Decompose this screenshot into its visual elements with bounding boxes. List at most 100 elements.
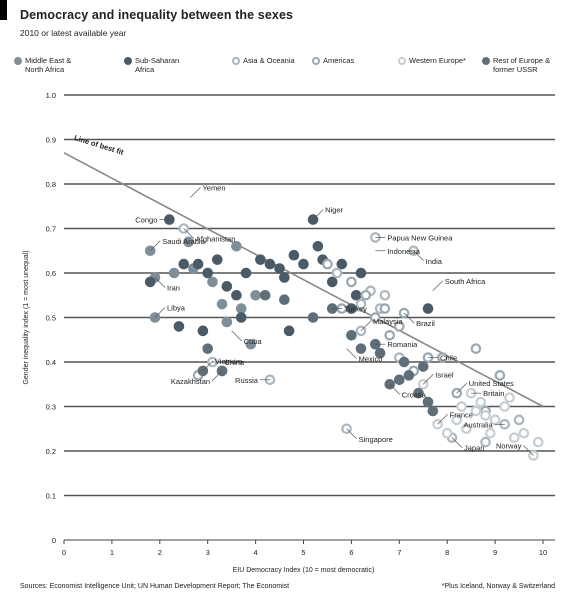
data-point — [307, 312, 319, 323]
data-point — [379, 289, 391, 301]
point-label: Kazakhstan — [171, 377, 210, 386]
data-point — [355, 343, 367, 354]
data-point — [250, 289, 261, 301]
leader-line — [211, 370, 223, 382]
point-label: Brazil — [416, 319, 435, 328]
point-label: Cuba — [244, 337, 263, 346]
data-point — [422, 303, 434, 314]
trend-line-label: Line of best fit — [73, 133, 125, 157]
legend-label: Rest of Europe & former USSR — [493, 56, 551, 74]
data-point — [283, 325, 295, 337]
x-tick-label: 0 — [62, 548, 66, 557]
legend-item: Middle East & North Africa — [14, 56, 87, 74]
point-label: Singapore — [359, 435, 393, 444]
point-label: Mexico — [359, 355, 383, 364]
x-axis-label: EIU Democracy Index (10 = most democrati… — [233, 567, 375, 574]
data-point — [231, 241, 242, 252]
data-point — [480, 410, 491, 421]
data-point — [336, 258, 348, 270]
y-tick-label: 0.4 — [46, 358, 56, 367]
data-point — [379, 303, 391, 314]
point-label: Chile — [440, 354, 457, 363]
leader-line — [423, 374, 434, 385]
y-tick-label: 0.1 — [46, 492, 56, 501]
data-point — [322, 258, 333, 270]
point-label: United States — [469, 379, 514, 388]
data-point — [346, 276, 357, 288]
leader-line — [451, 437, 463, 448]
point-label: India — [426, 257, 443, 266]
legend-label: Asia & Oceania — [243, 56, 295, 65]
leader-line — [183, 228, 194, 239]
data-point — [360, 289, 372, 301]
point-label: France — [450, 410, 473, 419]
y-tick-label: 0.6 — [46, 269, 56, 278]
leader-line — [413, 250, 424, 261]
data-point — [441, 427, 453, 439]
data-point — [494, 370, 506, 381]
data-point — [532, 436, 544, 448]
legend-item: Western Europe* — [398, 56, 471, 65]
data-point — [370, 312, 381, 323]
data-point — [346, 303, 357, 314]
leader-line — [149, 240, 161, 251]
data-point — [240, 267, 252, 279]
x-tick-label: 1 — [110, 548, 114, 557]
point-label: Croatia — [402, 390, 427, 399]
leader-line — [346, 348, 357, 359]
legend-marker — [124, 57, 132, 65]
y-tick-label: 0.7 — [46, 225, 56, 234]
data-point — [279, 272, 290, 283]
point-label: Australia — [463, 420, 493, 429]
data-point — [346, 329, 357, 341]
legend-item: Rest of Europe & former USSR — [482, 56, 555, 74]
data-point — [499, 401, 510, 412]
point-label: Malaysia — [373, 317, 403, 326]
legend-marker — [312, 57, 320, 65]
y-tick-label: 0.9 — [46, 136, 56, 145]
data-point — [403, 370, 415, 381]
data-point — [235, 312, 247, 323]
y-tick-label: 1.0 — [46, 91, 56, 100]
point-label: Afghanistan — [196, 235, 236, 244]
data-point — [173, 321, 185, 332]
data-point — [202, 343, 213, 354]
leader-line — [432, 280, 444, 292]
leader-line — [231, 330, 242, 342]
y-tick-label: 0.8 — [46, 180, 56, 189]
leader-line — [437, 414, 448, 425]
data-point — [461, 423, 472, 435]
legend: Middle East & North Africa Sub-Saharan A… — [14, 56, 570, 86]
x-tick-label: 4 — [254, 548, 258, 557]
legend-marker — [232, 57, 240, 65]
leader-line — [456, 382, 468, 394]
data-point — [235, 303, 247, 314]
x-tick-label: 5 — [301, 548, 305, 557]
data-point — [513, 414, 525, 426]
data-point — [508, 432, 520, 443]
data-point — [485, 427, 496, 439]
data-point — [422, 396, 434, 408]
x-tick-label: 7 — [397, 548, 401, 557]
data-point — [326, 276, 338, 288]
leader-line — [312, 209, 324, 220]
point-label: Congo — [135, 216, 157, 225]
data-point — [298, 258, 309, 270]
y-tick-label: 0 — [52, 536, 56, 545]
legend-marker — [482, 57, 490, 65]
point-label: Britain — [483, 389, 504, 398]
legend-label: Middle East & North Africa — [25, 56, 72, 74]
data-point — [312, 241, 324, 252]
data-point — [480, 436, 491, 448]
point-label: Niger — [325, 206, 343, 215]
data-point — [231, 289, 242, 301]
legend-label: Western Europe* — [409, 56, 466, 65]
data-point — [202, 267, 213, 279]
data-point — [245, 338, 257, 350]
point-label: Japan — [464, 444, 484, 453]
y-tick-label: 0.2 — [46, 447, 56, 456]
x-tick-label: 6 — [349, 548, 353, 557]
leader-line — [154, 307, 166, 318]
data-point — [417, 361, 429, 372]
leader-line — [346, 428, 357, 439]
